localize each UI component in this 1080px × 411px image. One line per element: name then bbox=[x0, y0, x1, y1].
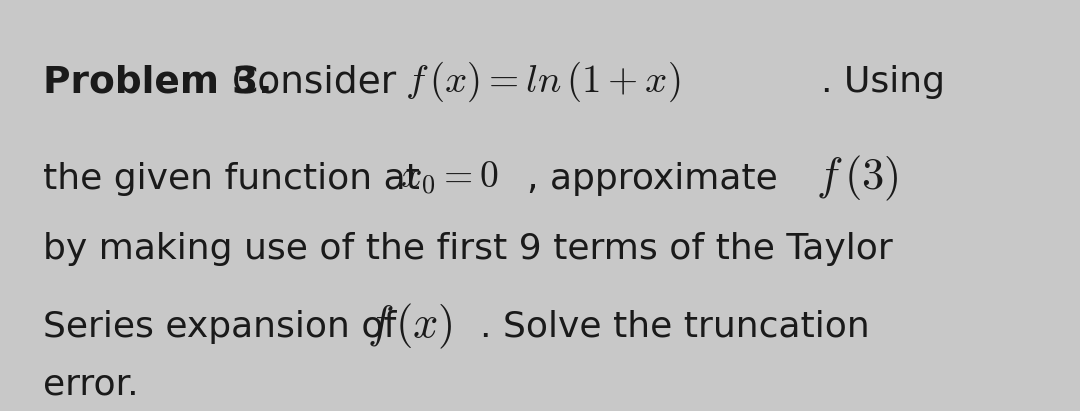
Text: Consider: Consider bbox=[232, 64, 397, 100]
Text: $x_0 = 0$: $x_0 = 0$ bbox=[400, 160, 498, 197]
Text: the given function at: the given function at bbox=[43, 162, 420, 196]
Text: . Solve the truncation: . Solve the truncation bbox=[480, 310, 869, 344]
Text: error.: error. bbox=[43, 367, 139, 401]
Text: $f\,(3)$: $f\,(3)$ bbox=[816, 154, 899, 203]
Text: Problem 3.: Problem 3. bbox=[43, 64, 272, 100]
Text: $f\,(x) = \mathit{ln}\,(1 + x)$: $f\,(x) = \mathit{ln}\,(1 + x)$ bbox=[405, 60, 680, 104]
Text: . Using: . Using bbox=[821, 65, 945, 99]
Text: by making use of the first 9 terms of the Taylor: by making use of the first 9 terms of th… bbox=[43, 232, 893, 266]
Text: Series expansion of: Series expansion of bbox=[43, 310, 396, 344]
Text: , approximate: , approximate bbox=[527, 162, 778, 196]
Text: $f\,(x)$: $f\,(x)$ bbox=[367, 302, 453, 351]
